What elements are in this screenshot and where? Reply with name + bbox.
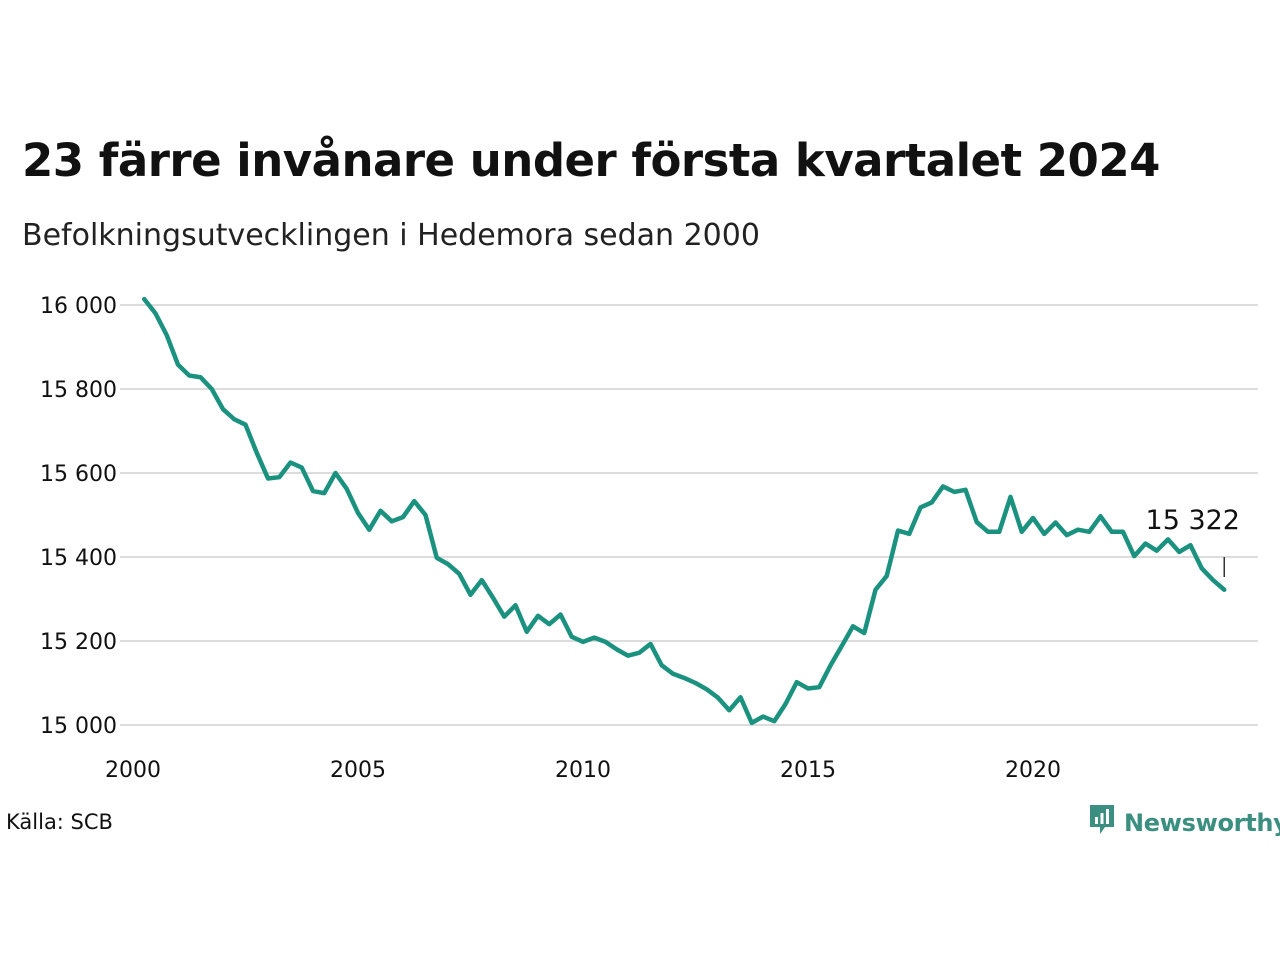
gridlines (120, 304, 1258, 726)
chart-title: 23 färre invånare under första kvartalet… (22, 134, 1161, 187)
x-tick-label: 2005 (330, 758, 386, 783)
brand-logo[interactable]: Newsworthy (1088, 803, 1280, 842)
annotation-group: 15 322 (1146, 505, 1240, 577)
y-tick-label: 15 800 (40, 378, 117, 403)
y-tick-label: 15 600 (40, 462, 117, 487)
series-line (142, 296, 1227, 726)
brand-name: Newsworthy (1124, 808, 1280, 837)
y-tick-label: 15 400 (40, 546, 117, 571)
chart-subtitle: Befolkningsutvecklingen i Hedemora sedan… (22, 218, 760, 253)
x-tick-label: 2000 (105, 758, 161, 783)
series-group (142, 296, 1227, 726)
end-value-label: 15 322 (1146, 505, 1240, 536)
x-tick-label: 2010 (555, 758, 611, 783)
bar-chart-icon (1088, 803, 1116, 842)
x-tick-label: 2020 (1005, 758, 1061, 783)
source-note: Källa: SCB (6, 810, 113, 834)
x-axis-ticks: 2000 2005 2010 2015 2020 (105, 758, 1061, 783)
y-tick-label: 15 200 (40, 630, 117, 655)
y-tick-label: 16 000 (40, 294, 117, 319)
x-tick-label: 2015 (780, 758, 836, 783)
y-tick-label: 15 000 (40, 714, 117, 739)
y-axis-ticks: 16 000 15 800 15 600 15 400 15 200 15 000 (40, 294, 117, 739)
